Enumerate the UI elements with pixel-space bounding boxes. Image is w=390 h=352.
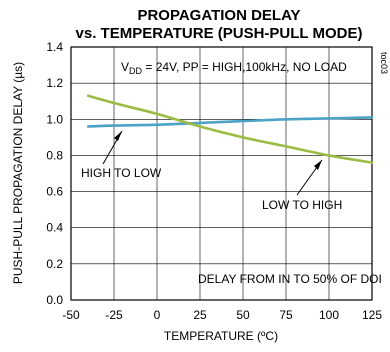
- y-tick-label: 1.4: [46, 40, 63, 54]
- plot-frame: [70, 46, 373, 301]
- x-tick-label: 25: [193, 308, 207, 322]
- arrowhead-high-to-low: [114, 131, 122, 141]
- y-tick-label: 1.2: [46, 76, 63, 90]
- y-tick-label: 0.6: [46, 185, 63, 199]
- x-tick-label: 50: [236, 308, 250, 322]
- x-axis-label: TEMPERATURE (ºC): [164, 329, 278, 343]
- label-low-to-high: LOW TO HIGH: [262, 198, 342, 212]
- x-tick-label: -50: [62, 308, 80, 322]
- arrowhead-low-to-high: [314, 160, 322, 170]
- conditions-annotation: VDD = 24V, PP = HIGH,100kHz, NO LOAD: [121, 60, 347, 76]
- x-tick-label: 75: [279, 308, 293, 322]
- y-tick-label: 0.2: [46, 257, 63, 271]
- y-axis-label: PUSH-PULL PROPAGATION DELAY (µs): [11, 62, 25, 284]
- series-line-0: [86, 116, 374, 128]
- y-tick-label: 0.4: [46, 221, 63, 235]
- y-tick-label: 1.0: [46, 112, 63, 126]
- label-high-to-low: HIGH TO LOW: [81, 166, 162, 180]
- series-line-1: [86, 94, 374, 164]
- conditions-rest: = 24V, PP = HIGH,100kHz, NO LOAD: [142, 60, 347, 74]
- y-tick-labels: 0.0 0.2 0.4 0.6 0.8 1.0 1.2 1.4: [46, 40, 63, 307]
- side-label: toc03: [379, 52, 389, 74]
- y-tick-label: 0.8: [46, 148, 63, 162]
- chart-title-line2: vs. TEMPERATURE (PUSH-PULL MODE): [76, 25, 363, 42]
- chart-title-line1: PROPAGATION DELAY: [137, 7, 300, 24]
- x-tick-labels: -50 -25 0 25 50 75 100 125: [62, 308, 382, 322]
- x-tick-label: -25: [105, 308, 123, 322]
- conditions-v: V: [121, 60, 129, 74]
- footnote-annotation: DELAY FROM IN TO 50% OF DOI: [198, 272, 382, 286]
- x-tick-label: 0: [154, 308, 161, 322]
- x-tick-label: 125: [362, 308, 382, 322]
- conditions-subscript: DD: [129, 66, 142, 76]
- y-tick-label: 0.0: [46, 293, 63, 307]
- series-lines: [86, 94, 374, 164]
- x-tick-label: 100: [319, 308, 339, 322]
